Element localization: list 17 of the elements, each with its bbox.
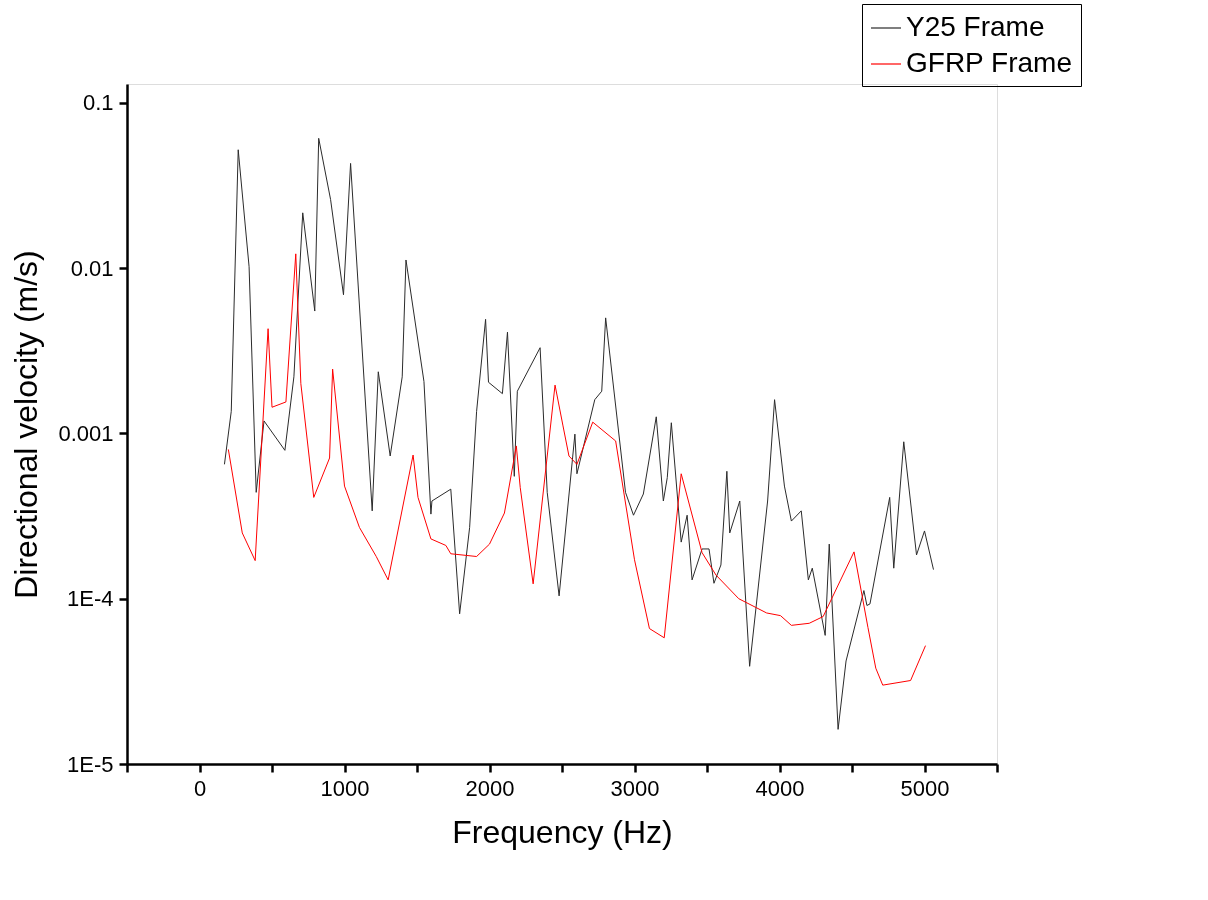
x-tick-label: 5000	[900, 775, 950, 801]
legend-label: GFRP Frame	[906, 47, 1072, 78]
x-tick-label: 3000	[610, 775, 660, 801]
legend-label: Y25 Frame	[906, 11, 1045, 42]
x-tick-label: 0	[193, 775, 207, 801]
y-tick-label: 0.001	[58, 420, 114, 446]
x-tick-label: 1000	[320, 775, 370, 801]
y-tick-label: 1E-5	[67, 751, 114, 777]
line-series	[223, 137, 934, 730]
x-axis-title: Frequency (Hz)	[452, 813, 673, 850]
line-series	[227, 253, 927, 686]
x-tick-label: 4000	[755, 775, 805, 801]
y-axis-title: Directional velocity (m/s)	[8, 250, 45, 599]
y-tick-label: 0.1	[82, 90, 114, 116]
y-tick-label: 1E-4	[67, 586, 114, 612]
y-tick-label: 0.01	[70, 255, 114, 281]
x-tick-label: 2000	[465, 775, 515, 801]
